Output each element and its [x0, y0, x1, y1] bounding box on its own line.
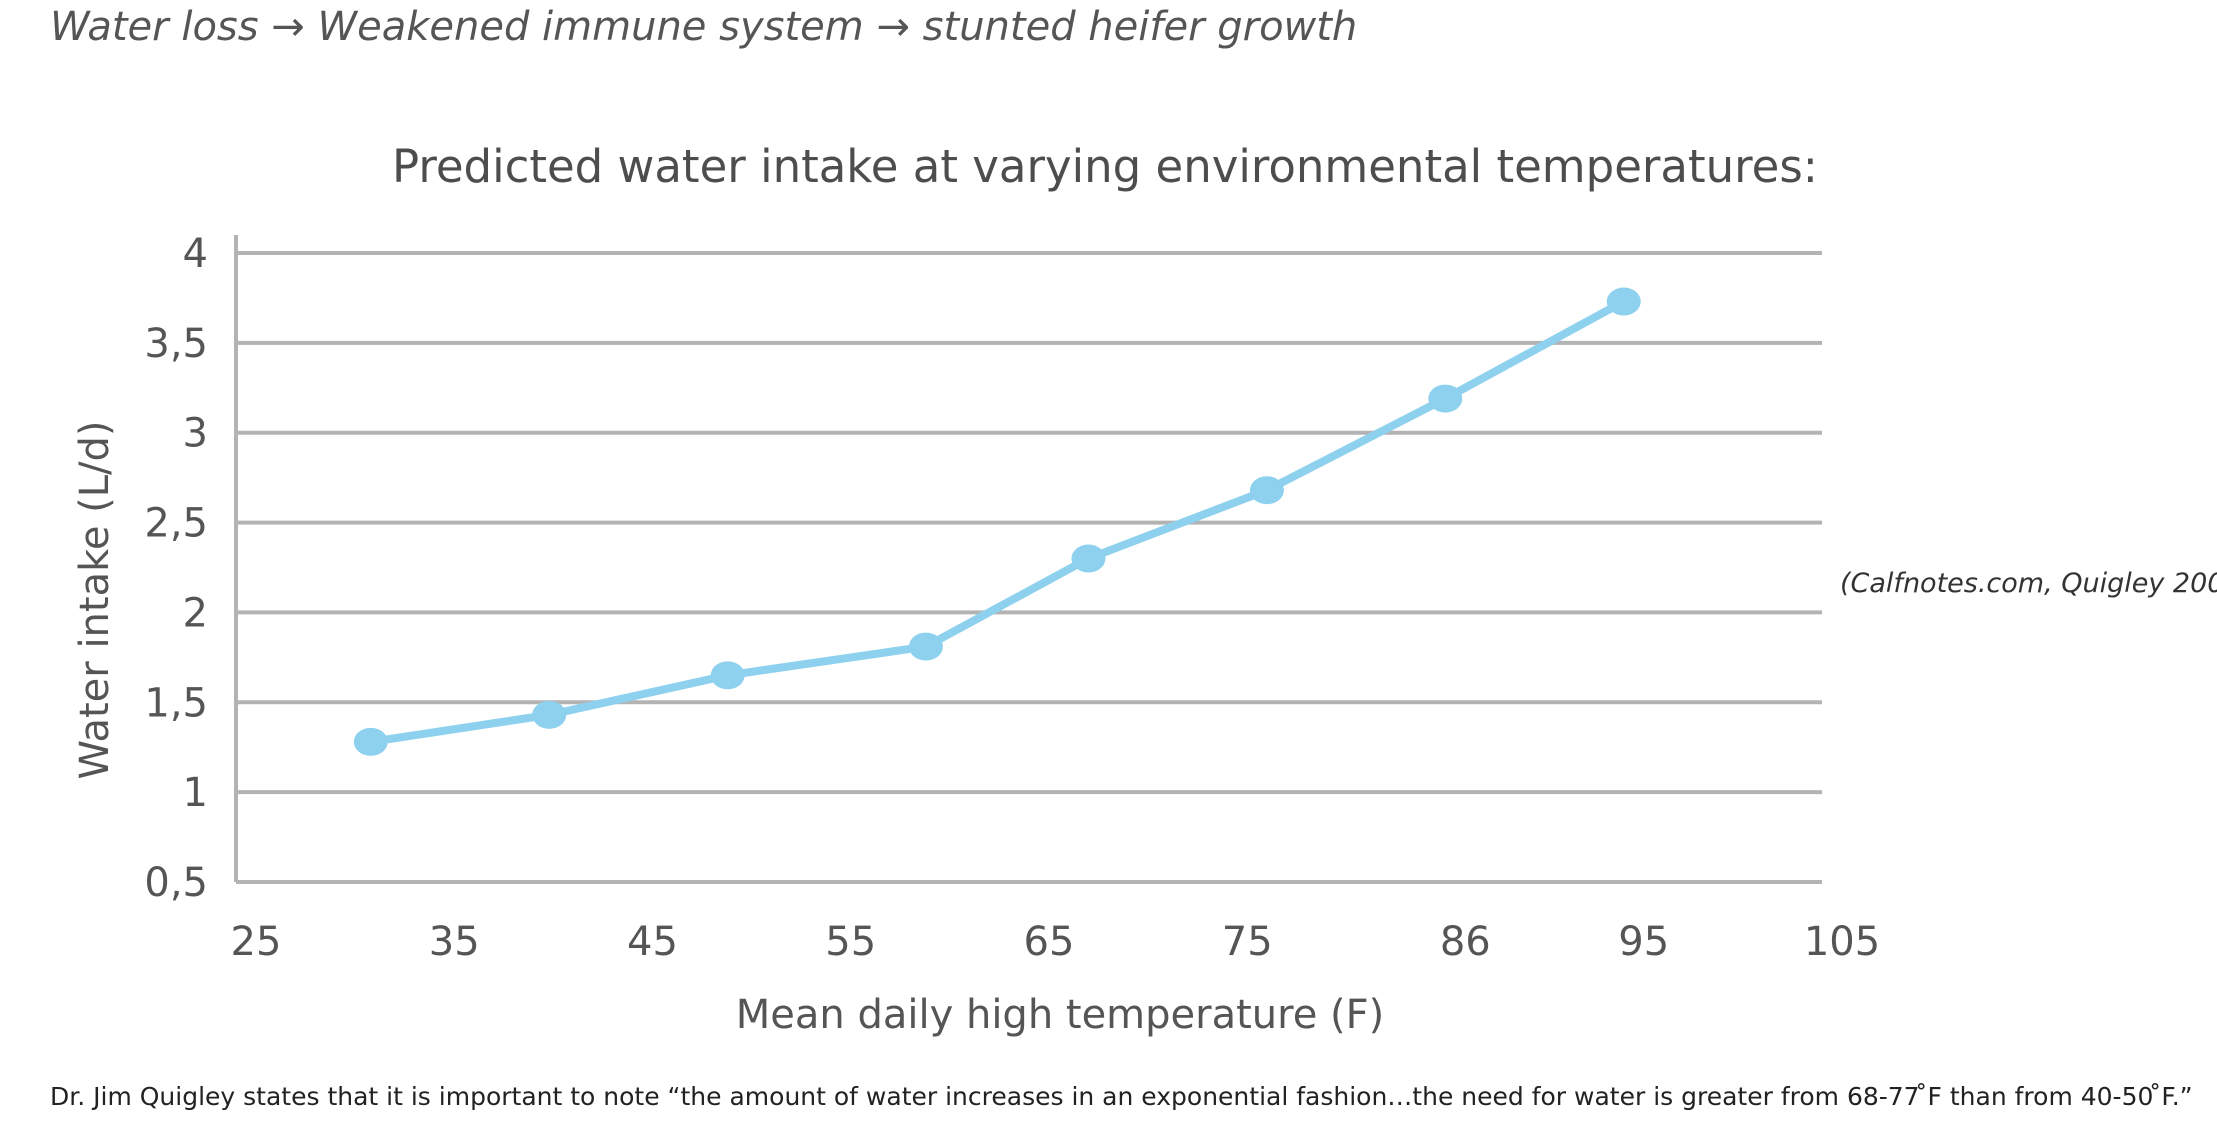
data-point: [908, 632, 943, 661]
citation: (Calfnotes.com, Quigley 2001): [1840, 568, 2217, 599]
x-tick-label: 86: [1440, 919, 1491, 965]
series-line: [366, 297, 1628, 746]
data-point: [710, 661, 745, 690]
data-point: [1249, 476, 1284, 505]
x-tick-label: 65: [1024, 919, 1075, 965]
y-tick-label: 1: [183, 770, 208, 816]
data-point: [1606, 287, 1641, 316]
y-tick-label: 2: [183, 590, 208, 636]
x-tick-label: 35: [429, 919, 480, 965]
footer-note: Dr. Jim Quigley states that it is import…: [50, 1082, 2193, 1111]
data-point: [1428, 384, 1463, 413]
data-point: [532, 700, 567, 729]
top-caption: Water loss → Weakened immune system → st…: [50, 4, 1358, 50]
x-tick-label: 75: [1222, 919, 1273, 965]
x-axis-label: Mean daily high temperature (F): [736, 992, 1385, 1038]
x-tick-label: 25: [231, 919, 282, 965]
data-point: [1071, 544, 1106, 573]
x-tick-label: 105: [1804, 919, 1880, 965]
y-tick-label: 3: [183, 411, 208, 457]
y-tick-label: 3,5: [144, 321, 208, 367]
x-tick-label: 95: [1618, 919, 1669, 965]
chart-title: Predicted water intake at varying enviro…: [392, 140, 1818, 193]
y-axis-label: Water intake (L/d): [72, 420, 118, 779]
x-tick-label: 45: [627, 919, 678, 965]
data-point: [353, 727, 388, 756]
y-tick-label: 2,5: [144, 501, 208, 547]
y-tick-label: 0,5: [144, 860, 208, 906]
x-tick-label: 55: [825, 919, 876, 965]
y-tick-label: 1,5: [144, 680, 208, 726]
y-tick-label: 4: [183, 231, 208, 277]
